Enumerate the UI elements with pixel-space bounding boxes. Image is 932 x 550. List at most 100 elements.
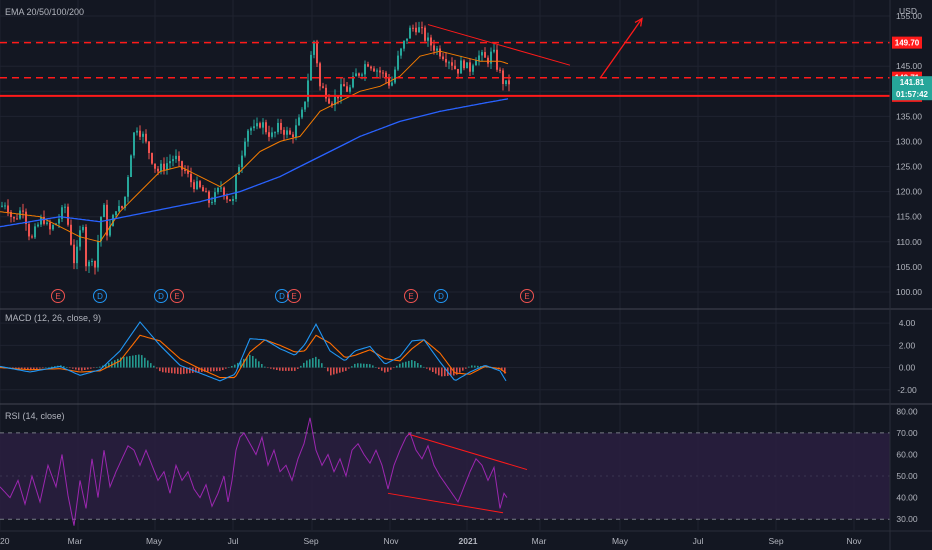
macd-histogram-bar <box>474 365 476 368</box>
forecast-arrow[interactable] <box>599 18 643 79</box>
candle-body <box>265 122 267 133</box>
candle-body <box>262 122 264 128</box>
macd-histogram-bar <box>432 367 434 372</box>
price-tick-label: 115.00 <box>896 212 922 222</box>
macd-histogram-bar <box>177 367 179 374</box>
candle-body <box>460 60 462 74</box>
candle-body <box>121 206 123 208</box>
macd-histogram-bar <box>165 367 167 373</box>
resistance-trendline[interactable] <box>427 24 571 66</box>
time-axis[interactable]: 20 Mar May Jul Sep Nov 2021 Mar May Jul Sep Nov <box>0 530 932 546</box>
macd-histogram-bar <box>402 362 404 368</box>
price-axis[interactable]: 155.00150.00145.00140.00135.00130.00125.… <box>889 0 932 550</box>
macd-histogram-bar <box>162 367 164 373</box>
macd-histogram-bar <box>369 364 371 368</box>
dividend-marker[interactable]: D <box>154 289 168 303</box>
candle-body <box>424 27 426 41</box>
macd-histogram-bar <box>180 367 182 375</box>
candle-body <box>61 207 63 219</box>
price-tick-label: 125.00 <box>896 162 922 172</box>
macd-histogram-bar <box>33 367 35 370</box>
dividend-marker[interactable]: D <box>275 289 289 303</box>
ema-lines <box>0 50 509 243</box>
dividend-marker[interactable]: D <box>434 289 448 303</box>
drawings[interactable] <box>387 17 643 514</box>
marker-letter: D <box>438 292 444 301</box>
macd-histogram-bar <box>171 367 173 374</box>
macd-histogram-bar <box>195 367 197 373</box>
earnings-marker[interactable]: E <box>287 289 301 303</box>
candle-body <box>472 65 474 72</box>
candle-body <box>466 62 468 69</box>
rsi-lower-trendline[interactable] <box>387 492 504 514</box>
macd-histogram-bar <box>24 367 26 370</box>
marker-circle <box>93 289 107 303</box>
macd-histogram-bar <box>303 362 305 368</box>
macd-histogram-bar <box>273 367 275 370</box>
candle-body <box>43 217 45 224</box>
macd-histogram-bar <box>210 367 212 372</box>
macd-histogram-bar <box>69 367 71 369</box>
price-tick-label: 145.00 <box>896 61 922 71</box>
macd-histogram-bar <box>306 360 308 368</box>
macd-histogram-bar <box>351 366 353 368</box>
candle-body <box>325 87 327 99</box>
earnings-marker[interactable]: E <box>170 289 184 303</box>
macd-histogram-bar <box>282 367 284 371</box>
rsi-pane-title: RSI (14, close) <box>5 411 65 421</box>
macd-histogram-bar <box>420 364 422 368</box>
candle-body <box>289 130 291 135</box>
earnings-marker[interactable]: E <box>51 289 65 303</box>
marker-circle <box>170 289 184 303</box>
rsi-tick-label: 40.00 <box>896 493 918 503</box>
macd-histogram-bar <box>117 358 119 368</box>
candle-body <box>85 226 87 267</box>
macd-histogram-bar <box>204 367 206 372</box>
current-price-badge <box>892 76 932 101</box>
candle-body <box>253 126 255 129</box>
price-tick-label: 120.00 <box>896 187 922 197</box>
candle-body <box>208 191 210 203</box>
macd-histogram-bar <box>336 367 338 374</box>
rsi-upper-trendline[interactable] <box>407 433 528 471</box>
time-tick-label: Sep <box>303 536 318 546</box>
marker-letter: E <box>524 292 529 301</box>
macd-histogram-bar <box>219 367 221 371</box>
macd-histogram-bar <box>153 365 155 368</box>
candle-body <box>397 55 399 70</box>
macd-histogram-bar <box>63 366 65 368</box>
macd-signal-line <box>0 334 507 379</box>
macd-histogram-bar <box>372 365 374 368</box>
macd-histogram-bar <box>261 364 263 368</box>
forecast-arrow-head[interactable] <box>634 17 643 27</box>
candle-body <box>229 199 231 202</box>
candle-body <box>235 174 237 199</box>
candle-body <box>64 206 66 208</box>
candle-body <box>415 27 417 33</box>
candle-body <box>301 109 303 118</box>
candle-body <box>469 62 471 72</box>
candle-body <box>49 222 51 230</box>
candle-body <box>484 52 486 58</box>
price-tick-label: 100.00 <box>896 287 922 297</box>
candle-body <box>169 161 171 164</box>
candle-body <box>355 73 357 77</box>
candle-body <box>319 63 321 87</box>
earnings-marker[interactable]: E <box>520 289 534 303</box>
candle-body <box>94 261 96 268</box>
pane-separators[interactable] <box>0 308 932 405</box>
marker-letter: E <box>55 292 60 301</box>
macd-histogram-bar <box>45 367 47 369</box>
candle-body <box>304 101 306 110</box>
time-tick-label: Sep <box>768 536 783 546</box>
rsi-tick-label: 50.00 <box>896 471 918 481</box>
macd-histogram-bar <box>312 358 314 368</box>
dividend-marker[interactable]: D <box>93 289 107 303</box>
earnings-marker[interactable]: E <box>404 289 418 303</box>
candle-body <box>310 54 312 81</box>
price-tick-label: 155.00 <box>896 11 922 21</box>
candle-body <box>403 40 405 49</box>
